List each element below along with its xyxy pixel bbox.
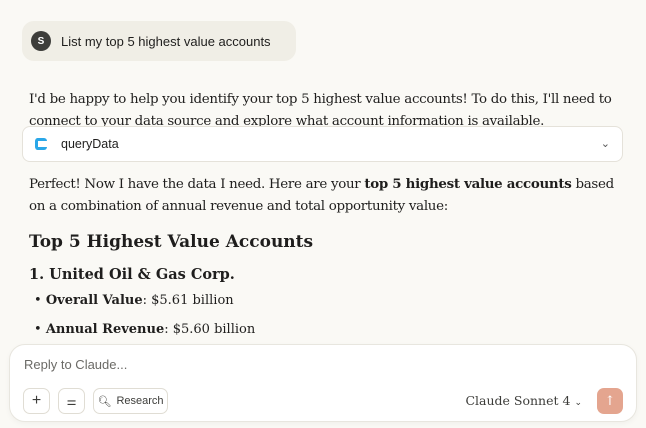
add-button[interactable]: + [23,388,50,414]
chevron-down-icon[interactable]: ⌄ [600,138,610,150]
research-button[interactable]: 🔍︎ Research [93,388,168,414]
section-heading: Top 5 Highest Value Accounts [29,232,314,252]
summary-text: Perfect! Now I have the data I need. Her… [29,173,629,218]
research-label: Research [116,395,164,407]
model-name: Claude Sonnet 4 [465,393,571,408]
summary-pre: Perfect! Now I have the data I need. Her… [29,177,365,192]
arrow-up-icon: ↑ [604,393,616,409]
tool-call-querydata[interactable]: queryData ⌄ [22,126,623,162]
send-button[interactable]: ↑ [597,388,623,414]
plus-icon: + [31,392,42,409]
bullet-label: Annual Revenue [45,322,165,337]
chevron-down-icon: ⌄ [574,398,582,408]
bullet-value: : $5.61 billion [142,293,234,308]
user-message: S List my top 5 highest value accounts [22,21,296,61]
reply-input[interactable]: Reply to Claude... [24,357,128,372]
sliders-icon: ⚌ [66,395,77,408]
list-item: • Annual Revenue: $5.60 billion [34,322,256,337]
list-item: • Overall Value: $5.61 billion [34,293,234,308]
tool-name: queryData [61,137,119,151]
bullet-value: : $5.60 billion [164,322,256,337]
user-message-text: List my top 5 highest value accounts [61,33,271,49]
summary-bold: top 5 highest value accounts [364,176,572,192]
model-selector[interactable]: Claude Sonnet 4 ⌄ [465,393,582,408]
bullet-label: Overall Value [45,293,143,308]
avatar: S [31,31,51,51]
tools-button[interactable]: ⚌ [58,388,85,414]
composer: Reply to Claude... + ⚌ 🔍︎ Research Claude… [9,344,637,422]
summary-post: based on a combination of annual revenue… [29,177,614,214]
intro-text: I'd be happy to help you identify your t… [29,92,612,129]
research-icon: 🔍︎ [97,395,112,408]
account-title: 1. United Oil & Gas Corp. [29,266,235,283]
tool-icon [35,138,47,150]
